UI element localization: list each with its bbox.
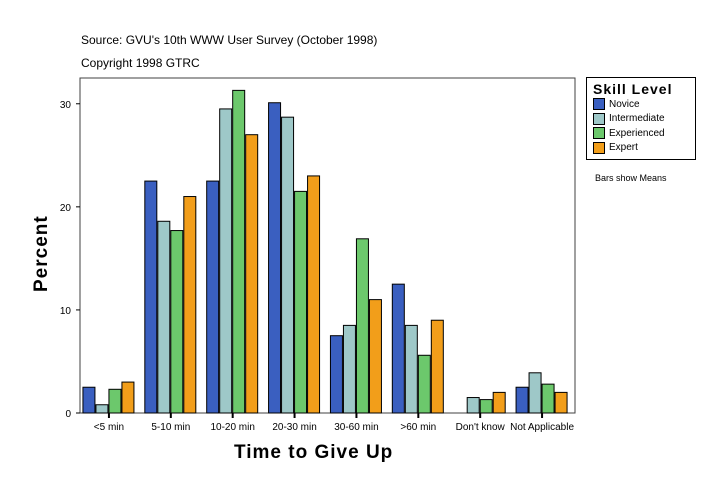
bar-novice-3 [268, 102, 282, 414]
legend-label: Expert [609, 142, 638, 154]
x-tick-label: 30-60 min [334, 422, 378, 433]
legend-item: Experienced [593, 126, 695, 141]
bar-experienced-4 [355, 238, 369, 414]
bar-intermediate-5 [404, 324, 418, 414]
bar-intermediate-4 [342, 324, 356, 414]
x-tick-label: <5 min [94, 422, 124, 433]
x-tick-label: Not Applicable [510, 422, 574, 433]
y-tick-label: 10 [60, 306, 72, 317]
bar-intermediate-3 [281, 116, 295, 414]
legend-label: Novice [609, 98, 640, 110]
legend: Skill Level Novice Intermediate Experience… [586, 77, 696, 160]
bar-intermediate-2 [219, 108, 233, 414]
y-tick-label: 20 [60, 203, 72, 214]
bar-novice-0 [82, 386, 96, 414]
x-tick-label: 5-10 min [151, 422, 190, 433]
legend-label: Intermediate [609, 113, 665, 125]
legend-swatch [593, 112, 605, 125]
bar-intermediate-6 [466, 397, 480, 414]
bar-novice-1 [144, 180, 158, 414]
x-tick-label: >60 min [400, 422, 436, 433]
legend-item: Expert [593, 141, 695, 156]
legend-swatch [593, 98, 605, 111]
bar-novice-7 [515, 386, 529, 414]
bar-experienced-6 [479, 399, 493, 414]
bar-experienced-7 [541, 383, 555, 414]
legend-title: Skill Level [593, 81, 673, 97]
legend-item: Intermediate [593, 112, 695, 127]
bar-expert-5 [430, 319, 444, 414]
y-axis-label: Percent [31, 215, 52, 292]
legend-label: Experienced [609, 127, 665, 139]
bar-novice-4 [329, 335, 343, 414]
bar-experienced-1 [170, 230, 184, 414]
legend-swatch [593, 127, 605, 140]
bar-experienced-0 [108, 388, 122, 414]
bars-note: Bars show Means [595, 173, 667, 183]
bar-intermediate-1 [157, 220, 171, 414]
bar-expert-3 [307, 175, 321, 414]
x-tick-label: 20-30 min [272, 422, 316, 433]
y-tick-label: 0 [65, 409, 71, 420]
x-tick-label: Don't know [456, 422, 506, 433]
bar-experienced-2 [232, 89, 246, 414]
bar-expert-4 [368, 299, 382, 414]
y-tick-label: 30 [60, 100, 72, 111]
bar-experienced-3 [294, 190, 308, 414]
bar-novice-2 [206, 180, 220, 414]
copyright-text: Copyright 1998 GTRC [81, 56, 200, 70]
bar-novice-5 [391, 283, 405, 414]
bar-intermediate-7 [528, 372, 542, 414]
x-tick-label: 10-20 min [210, 422, 254, 433]
legend-swatch [593, 141, 605, 154]
bar-expert-6 [492, 391, 506, 414]
bar-expert-2 [245, 134, 259, 414]
source-text: Source: GVU's 10th WWW User Survey (Octo… [81, 33, 378, 47]
bar-expert-1 [183, 196, 197, 414]
legend-item: Novice [593, 97, 695, 112]
bar-experienced-5 [417, 354, 431, 414]
bar-expert-7 [554, 391, 568, 414]
bar-expert-0 [121, 381, 135, 414]
x-axis-label: Time to Give Up [234, 442, 393, 463]
bar-intermediate-0 [95, 404, 109, 414]
